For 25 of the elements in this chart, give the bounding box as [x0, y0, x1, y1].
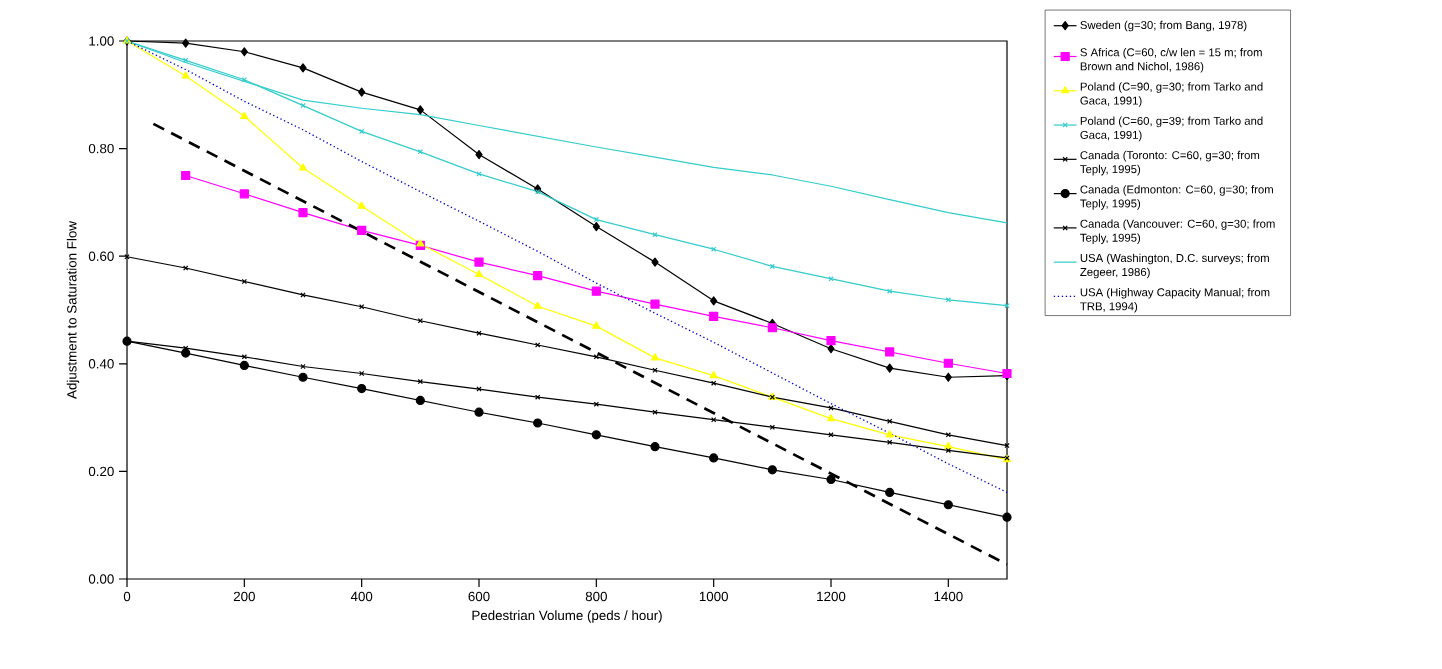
x-tick-label: 800: [585, 591, 607, 602]
legend-label: Canada (Toronto: C=60, g=30; from Teply, 1995): [1080, 150, 1260, 176]
legend-label: S Africa (C=60, c/w len = 15 m; from Brown and Nichol, 1986): [1080, 48, 1262, 73]
y-tick-label: 0.20: [88, 466, 114, 477]
x-tick-label: 600: [468, 591, 490, 602]
y-axis-title: Adjustment to Saturation Flow: [66, 221, 80, 399]
x-tick-label: 1200: [817, 591, 846, 602]
legend-label: Sweden (g=30; from Bang, 1978): [1080, 20, 1247, 32]
y-tick-label: 1.00: [89, 36, 114, 46]
y-tick-label: 0.40: [88, 359, 114, 369]
x-tick-label: 0: [123, 591, 131, 602]
x-tick-label: 400: [350, 591, 373, 602]
legend-label: Poland (C=90, g=30; from Tarko and Gaca, 1991): [1080, 82, 1263, 107]
x-tick-label: 1000: [699, 591, 728, 602]
y-tick-label: 0.00: [88, 574, 114, 584]
legend-label: USA (Highway Capacity Manual; from TRB, 1994): [1080, 287, 1270, 313]
x-tick-label: 1400: [934, 591, 963, 602]
y-tick-label: 0.80: [88, 143, 114, 154]
x-tick-label: 200: [233, 591, 255, 602]
legend-label: Canada (Edmonton: C=60, g=30; from Teply, 1995): [1080, 185, 1273, 210]
x-axis-title: Pedestrian Volume (peds / hour): [472, 610, 662, 623]
y-tick-label: 0.60: [88, 251, 114, 261]
legend-label: Canada (Vancouver: C=60, g=30; from Teply, 1995): [1080, 219, 1275, 244]
legend-label: Poland (C=60, g=39; from Tarko and Gaca, 1991): [1080, 116, 1263, 142]
legend-label: USA (Washington, D.C. surveys; from Zegeer, 1986): [1080, 253, 1269, 279]
